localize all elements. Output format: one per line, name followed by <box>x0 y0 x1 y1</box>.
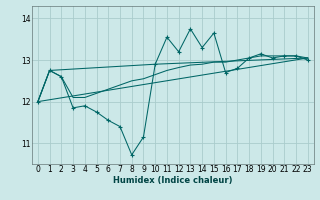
X-axis label: Humidex (Indice chaleur): Humidex (Indice chaleur) <box>113 176 233 185</box>
